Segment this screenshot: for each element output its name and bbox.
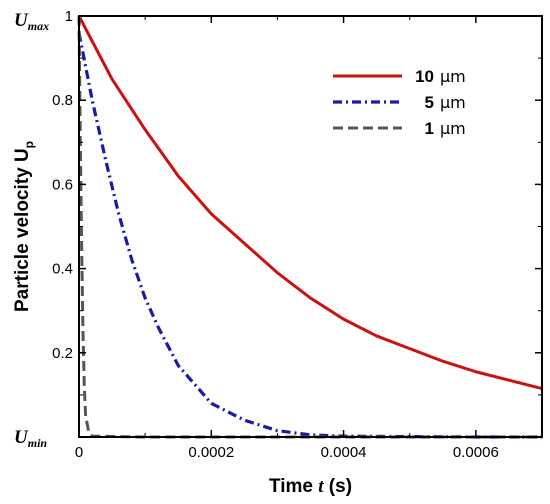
y-tick-label: 0.4 (52, 261, 73, 278)
y-max-label: Umax (14, 10, 49, 33)
y-min-label: Umin (14, 427, 47, 450)
x-axis-title: Time t (s) (269, 476, 352, 497)
legend-label: 10 (415, 67, 434, 86)
legend-unit: μm (440, 119, 466, 138)
y-tick-label: 0.8 (52, 92, 73, 109)
plot-frame (78, 15, 543, 438)
x-tick-label: 0.0006 (453, 444, 499, 461)
series-line-10um (77, 15, 543, 391)
y-tick-label: 0.6 (52, 176, 73, 193)
y-tick-label: 0.2 (52, 345, 73, 362)
series-line-1um (77, 15, 542, 439)
series-line-5um (77, 32, 542, 439)
legend-unit: μm (440, 67, 466, 86)
x-tick-label: 0 (75, 444, 83, 461)
legend: 10 μm 5 μm 1 μm (333, 67, 466, 138)
legend-label: 5 (425, 93, 434, 112)
y-tick-label: 1 (65, 8, 73, 25)
x-tick-label: 0.0004 (321, 444, 367, 461)
legend-unit: μm (440, 93, 466, 112)
x-tick-label: 0.0002 (188, 444, 234, 461)
legend-label: 1 (425, 119, 434, 138)
y-axis-title: Particle velocity Up (12, 141, 36, 312)
